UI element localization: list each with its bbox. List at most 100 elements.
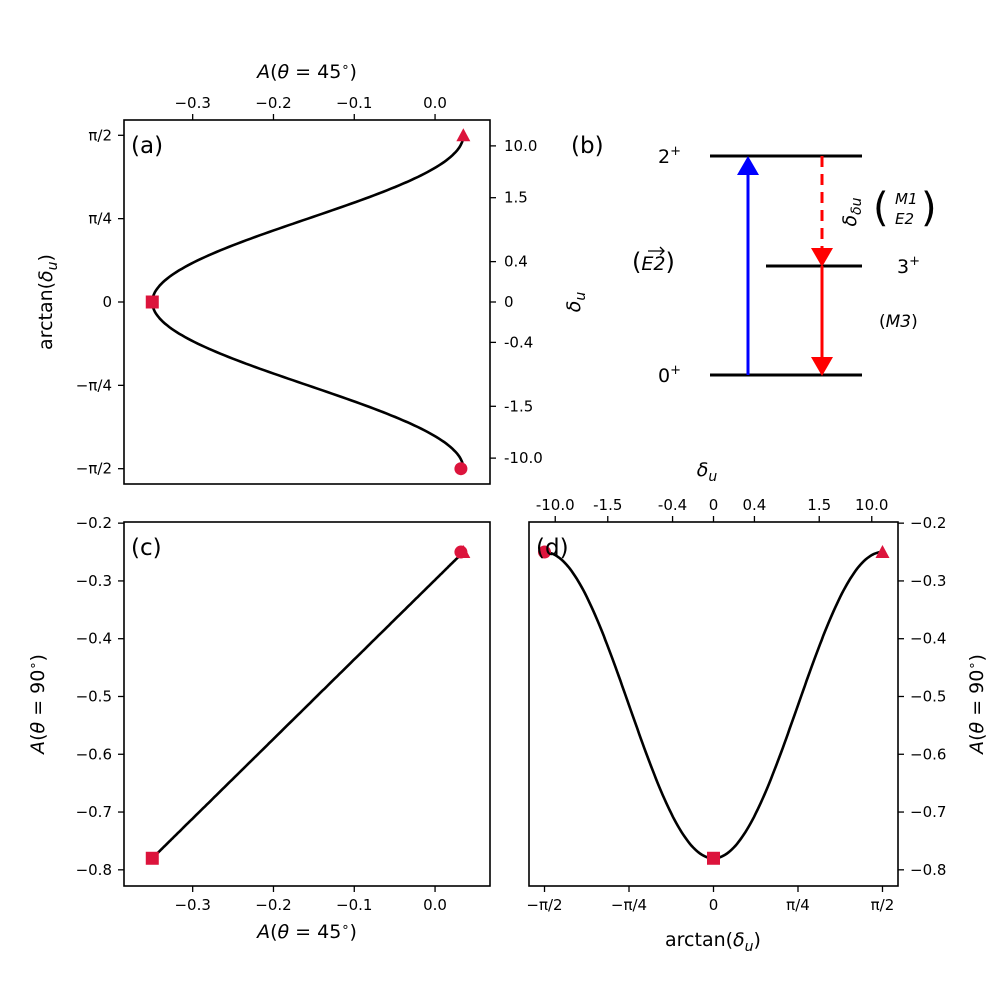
panel-c-x-tick-label: −0.1	[336, 896, 372, 914]
panel-a-frame	[123, 119, 491, 485]
panel-d-y-tick-label: −0.6	[910, 745, 946, 763]
panel-c-y-ticks: −0.8 −0.7 −0.6 −0.5 −0.4 −0.3 −0.2	[76, 514, 124, 879]
mixing-ratio-label: δδu	[839, 197, 865, 226]
panel-d-frame	[528, 521, 899, 887]
panel-b-label: (b)	[571, 133, 604, 159]
panel-d-y-tick-label: −0.2	[910, 514, 946, 532]
panel-d-triangle-marker	[875, 545, 890, 559]
panel-a-label: (a)	[131, 133, 163, 159]
panel-a-y-tick-label: π/2	[88, 126, 112, 144]
panel-c-x-tick-label: −0.2	[255, 896, 291, 914]
panel-a-circle-marker	[454, 462, 468, 476]
panel-d-top-x-tick-label: 0	[709, 496, 719, 514]
panel-c-markers	[145, 545, 471, 865]
panel-a-x-tick-label: 0.0	[423, 94, 447, 112]
panel-d-square-marker	[707, 851, 720, 865]
panel-d: −π/2 −π/4 0 π/4 π/2 -10.0 -1.5 -0.4 0 0.4 1.5 10.0…	[526, 459, 988, 955]
panel-d-x-tick-label: −π/4	[611, 896, 647, 914]
panel-b: (b) 2+ 3+ 0+ (E2) δδu ( M1 E2 ) (M3)	[571, 133, 937, 387]
excitation-arrowhead	[737, 156, 759, 175]
panel-a-right-y-tick-label: -0.4	[504, 333, 533, 351]
panel-a-y-tick-label: −π/2	[76, 460, 112, 478]
panel-d-top-x-label: δu	[697, 459, 718, 485]
panel-a-right-y-tick-label: 0.4	[504, 253, 528, 271]
mixed-multipole-upper: M1	[895, 190, 918, 208]
panel-c-x-tick-label: −0.3	[174, 896, 210, 914]
mixed-multipole-right-paren: )	[921, 185, 937, 231]
panel-c-label: (c)	[131, 535, 162, 561]
excitation-multipole-label: (E2)	[632, 248, 675, 276]
panel-d-top-x-tick-label: -10.0	[536, 496, 575, 514]
panel-d-y-tick-label: −0.8	[910, 861, 946, 879]
panel-a-right-y-tick-label: 10.0	[504, 137, 537, 155]
panel-d-y-tick-label: −0.3	[910, 572, 946, 590]
panel-a-right-y-tick-label: -1.5	[504, 397, 533, 415]
panel-d-top-x-tick-label: 10.0	[855, 496, 888, 514]
panel-a-right-y-label: δu	[563, 292, 589, 313]
excitation-vector-arrow-icon	[648, 246, 665, 256]
panel-d-bottom-x-ticks: −π/2 −π/4 0 π/4 π/2	[526, 886, 894, 914]
panel-c-y-tick-label: −0.8	[76, 861, 112, 879]
panel-c-triangle-marker	[456, 545, 471, 559]
panel-a-x-tick-label: −0.2	[255, 94, 291, 112]
panel-c-x-ticks: −0.3 −0.2 −0.1 0.0	[174, 886, 447, 914]
panel-a-right-y-ticks: -10.0 -1.5 -0.4 0 0.4 1.5 10.0	[490, 137, 543, 467]
level-0plus-label: 0+	[658, 363, 681, 387]
m3-transition-arrowhead	[811, 357, 833, 376]
panel-a-y-tick-label: π/4	[88, 210, 112, 228]
panel-a-left-y-label: arctan(δu)	[35, 254, 61, 350]
panel-d-x-tick-label: −π/2	[526, 896, 562, 914]
panel-a-right-y-tick-label: 0	[504, 293, 514, 311]
panel-c-square-marker	[145, 851, 159, 865]
panel-a-top-x-ticks: −0.3 −0.2 −0.1 0.0	[174, 94, 447, 120]
panel-d-top-x-tick-label: 0.4	[743, 496, 767, 514]
panel-d-circle-marker	[538, 545, 552, 559]
mixed-transition-arrowhead	[811, 248, 833, 267]
panel-a-markers	[145, 128, 471, 476]
panel-c-y-tick-label: −0.7	[76, 803, 112, 821]
level-3plus-label: 3+	[897, 254, 920, 278]
panel-a-y-tick-label: 0	[102, 293, 112, 311]
panel-c-y-tick-label: −0.4	[76, 630, 112, 648]
panel-c-y-label: A(θ = 90∘)	[26, 654, 49, 756]
panel-a: −0.3 −0.2 −0.1 0.0 −π/2 −π/4 0 π/4 π/2 -10.0 -1.…	[35, 60, 589, 485]
panel-a-triangle-marker	[456, 128, 471, 142]
panel-a-x-tick-label: −0.3	[174, 94, 210, 112]
panel-d-top-x-tick-label: -0.4	[658, 496, 687, 514]
panel-a-curve	[150, 135, 465, 469]
panel-a-x-tick-label: −0.1	[336, 94, 372, 112]
panel-c-curve	[151, 551, 465, 860]
panel-d-x-tick-label: 0	[709, 896, 719, 914]
panel-c-y-tick-label: −0.5	[76, 687, 112, 705]
panel-d-label: (d)	[536, 535, 569, 561]
level-2plus-label: 2+	[658, 144, 681, 168]
pure-multipole-label: (M3)	[879, 312, 918, 332]
panel-d-x-tick-label: π/4	[786, 896, 810, 914]
panel-c-y-tick-label: −0.6	[76, 745, 112, 763]
panel-d-top-x-tick-label: -1.5	[593, 496, 622, 514]
panel-d-y-tick-label: −0.7	[910, 803, 946, 821]
panel-a-y-tick-label: −π/4	[76, 376, 112, 394]
panel-d-top-x-tick-label: 1.5	[807, 496, 831, 514]
panel-c-y-tick-label: −0.2	[76, 514, 112, 532]
panel-d-y-label: A(θ = 90∘)	[965, 654, 988, 756]
panel-d-right-y-ticks: −0.8 −0.7 −0.6 −0.5 −0.4 −0.3 −0.2	[898, 514, 946, 879]
panel-a-right-y-tick-label: -10.0	[504, 449, 543, 467]
panel-c-x-tick-label: 0.0	[423, 896, 447, 914]
panel-c-y-tick-label: −0.3	[76, 572, 112, 590]
panel-d-markers	[538, 545, 890, 865]
panel-c-x-label: A(θ = 45∘)	[255, 920, 357, 943]
panel-c-frame	[123, 521, 491, 887]
mixed-multipole-left-paren: (	[873, 185, 889, 231]
panel-a-left-y-ticks: −π/2 −π/4 0 π/4 π/2	[76, 126, 124, 478]
panel-a-top-x-label: A(θ = 45∘)	[255, 60, 357, 83]
panel-d-curve	[544, 550, 883, 860]
panel-d-top-x-ticks: -10.0 -1.5 -0.4 0 0.4 1.5 10.0	[536, 496, 888, 522]
panel-d-y-tick-label: −0.4	[910, 630, 946, 648]
panel-d-x-label: arctan(δu)	[665, 929, 761, 955]
panel-a-square-marker	[145, 295, 159, 309]
mixed-multipole-lower: E2	[895, 210, 914, 228]
panel-d-x-tick-label: π/2	[871, 896, 895, 914]
panel-d-y-tick-label: −0.5	[910, 687, 946, 705]
